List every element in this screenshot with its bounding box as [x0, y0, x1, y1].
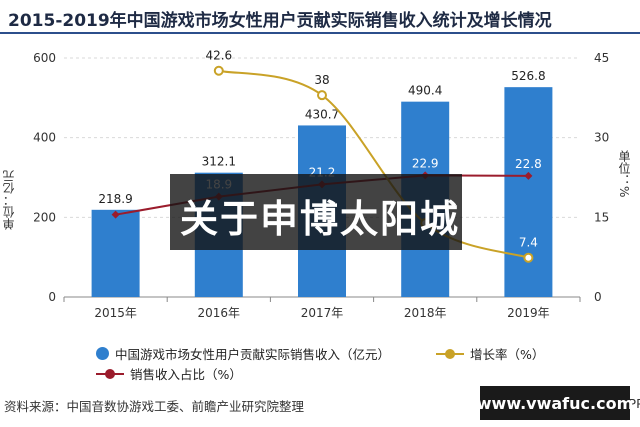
growth-line — [218, 69, 529, 259]
share-point — [524, 171, 533, 180]
legend-marker-revenue — [96, 347, 109, 360]
legend-label-share: 销售收入占比（%） — [130, 367, 242, 382]
x-tick-label: 2019年 — [507, 306, 550, 320]
share-data-label: 22.8 — [515, 157, 542, 171]
bar — [91, 209, 140, 297]
y-right-tick-label: 0 — [594, 290, 602, 304]
x-tick-label: 2017年 — [301, 306, 344, 320]
legend-item-share: 销售收入占比（%） — [96, 364, 242, 383]
legend-label-growth: 增长率（%） — [470, 347, 545, 362]
bar-data-label: 490.4 — [408, 84, 442, 98]
y-right-tick-label: 45 — [594, 51, 609, 65]
x-tick-label: 2018年 — [404, 306, 447, 320]
growth-data-label: 42.6 — [205, 49, 232, 63]
y-left-tick-label: 400 — [33, 131, 56, 145]
y-left-tick-label: 600 — [33, 51, 56, 65]
growth-data-label: 38 — [314, 73, 329, 87]
bar-data-label: 312.1 — [202, 155, 236, 169]
chart-plot: 0 200 400 600 0 15 30 45 2015年 2016年 2017年 2018年 201… — [33, 49, 609, 320]
growth-point — [317, 90, 327, 101]
overlay-text: 关于申博太阳城 — [180, 197, 461, 241]
watermark-url: www.vwafuc.com — [477, 386, 633, 420]
y-right-tick-label: 30 — [594, 131, 609, 145]
chart-title: 2015-2019年中国游戏市场女性用户贡献实际销售收入统计及增长情况 — [8, 11, 552, 31]
bar-data-label: 430.7 — [305, 107, 339, 121]
x-tick-label: 2016年 — [198, 306, 241, 320]
share-point — [111, 210, 120, 219]
y-left-tick-label: 0 — [48, 290, 56, 304]
source-note: 资料来源：中国音数协游戏工委、前瞻产业研究院整理 — [4, 399, 305, 414]
legend-marker-growth — [436, 348, 464, 359]
growth-point — [213, 65, 224, 76]
title-divider — [0, 32, 640, 34]
y-left-tick-label: 200 — [33, 210, 56, 224]
y-axis-left-label: 单位：亿元 — [2, 170, 16, 230]
x-tick-label: 2015年 — [94, 306, 137, 320]
legend-item-revenue: 中国游戏市场女性用户贡献实际销售收入（亿元） — [96, 344, 390, 363]
legend-label-revenue: 中国游戏市场女性用户贡献实际销售收入（亿元） — [115, 347, 391, 362]
bar-data-label: 218.9 — [98, 192, 132, 206]
y-right-tick-label: 15 — [594, 210, 609, 224]
legend-marker-share — [96, 368, 124, 379]
legend-item-growth: 增长率（%） — [436, 344, 544, 363]
growth-point — [523, 252, 534, 263]
overlay-banner — [170, 174, 462, 250]
bar-data-label: 526.8 — [511, 69, 545, 83]
y-axis-right-label: 单位：% — [617, 150, 631, 198]
growth-data-label: 7.4 — [519, 236, 538, 250]
bar — [504, 87, 553, 298]
share-data-label: 22.9 — [412, 156, 439, 170]
